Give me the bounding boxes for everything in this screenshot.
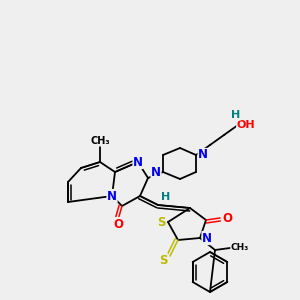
Text: N: N	[198, 148, 208, 161]
Text: N: N	[133, 155, 143, 169]
Text: N: N	[107, 190, 117, 202]
Text: CH₃: CH₃	[90, 136, 110, 146]
Text: O: O	[222, 212, 232, 224]
Text: N: N	[151, 166, 161, 178]
Text: S: S	[159, 254, 167, 266]
Text: OH: OH	[237, 120, 255, 130]
Text: S: S	[157, 215, 165, 229]
Text: N: N	[202, 232, 212, 244]
Text: CH₃: CH₃	[231, 244, 249, 253]
Text: H: H	[231, 110, 241, 120]
Text: O: O	[113, 218, 123, 230]
Text: H: H	[161, 192, 171, 202]
